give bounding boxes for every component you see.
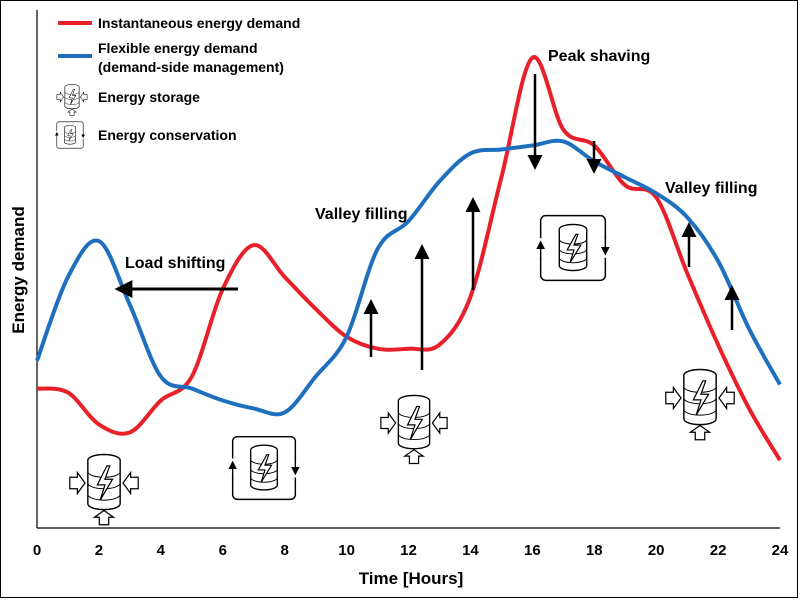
series-line-flexible-demand <box>35 138 782 417</box>
battery-conservation-icon <box>229 437 299 500</box>
x-tick-label: 14 <box>462 542 479 559</box>
legend: Instantaneous energy demand Flexible ene… <box>55 15 300 148</box>
y-axis-title: Energy demand <box>9 206 28 334</box>
battery-conservation-icon <box>537 216 610 281</box>
legend-label-flexible-line2: (demand-side management) <box>98 59 284 75</box>
x-tick-label: 18 <box>586 542 603 559</box>
x-tick-label: 6 <box>219 542 227 559</box>
legend-label-energy-conservation: Energy conservation <box>98 127 237 143</box>
annotation-valley-filling-right: Valley filling <box>665 180 757 197</box>
legend-label-flexible: Flexible energy demand <box>98 40 258 56</box>
annotation-peak-shaving: Peak shaving <box>548 48 650 65</box>
x-tick-label: 12 <box>400 542 417 559</box>
x-tick-label: 24 <box>772 542 789 559</box>
x-axis-title: Time [Hours] <box>359 569 464 588</box>
battery-storage-icon <box>69 453 139 526</box>
legend-label-energy-storage: Energy storage <box>98 89 200 105</box>
x-tick-label: 4 <box>157 542 166 559</box>
battery-storage-icon <box>56 84 88 116</box>
x-tick-label: 0 <box>33 542 41 559</box>
x-tick-label: 2 <box>95 542 103 559</box>
annotation-valley-filling-left: Valley filling <box>315 206 407 223</box>
x-tick-label: 16 <box>524 542 541 559</box>
battery-conservation-icon <box>55 122 85 148</box>
x-tick-labels: 0 2 4 6 8 10 12 14 16 18 20 22 24 <box>33 542 789 559</box>
x-tick-label: 10 <box>338 542 355 559</box>
x-tick-label: 22 <box>710 542 727 559</box>
x-tick-label: 8 <box>280 542 288 559</box>
x-tick-label: 20 <box>648 542 665 559</box>
series-line-instantaneous-demand <box>36 55 782 462</box>
legend-label-instantaneous: Instantaneous energy demand <box>98 15 300 31</box>
annotation-load-shifting: Load shifting <box>125 255 225 272</box>
battery-storage-icon <box>665 368 735 441</box>
battery-storage-icon <box>380 394 448 465</box>
